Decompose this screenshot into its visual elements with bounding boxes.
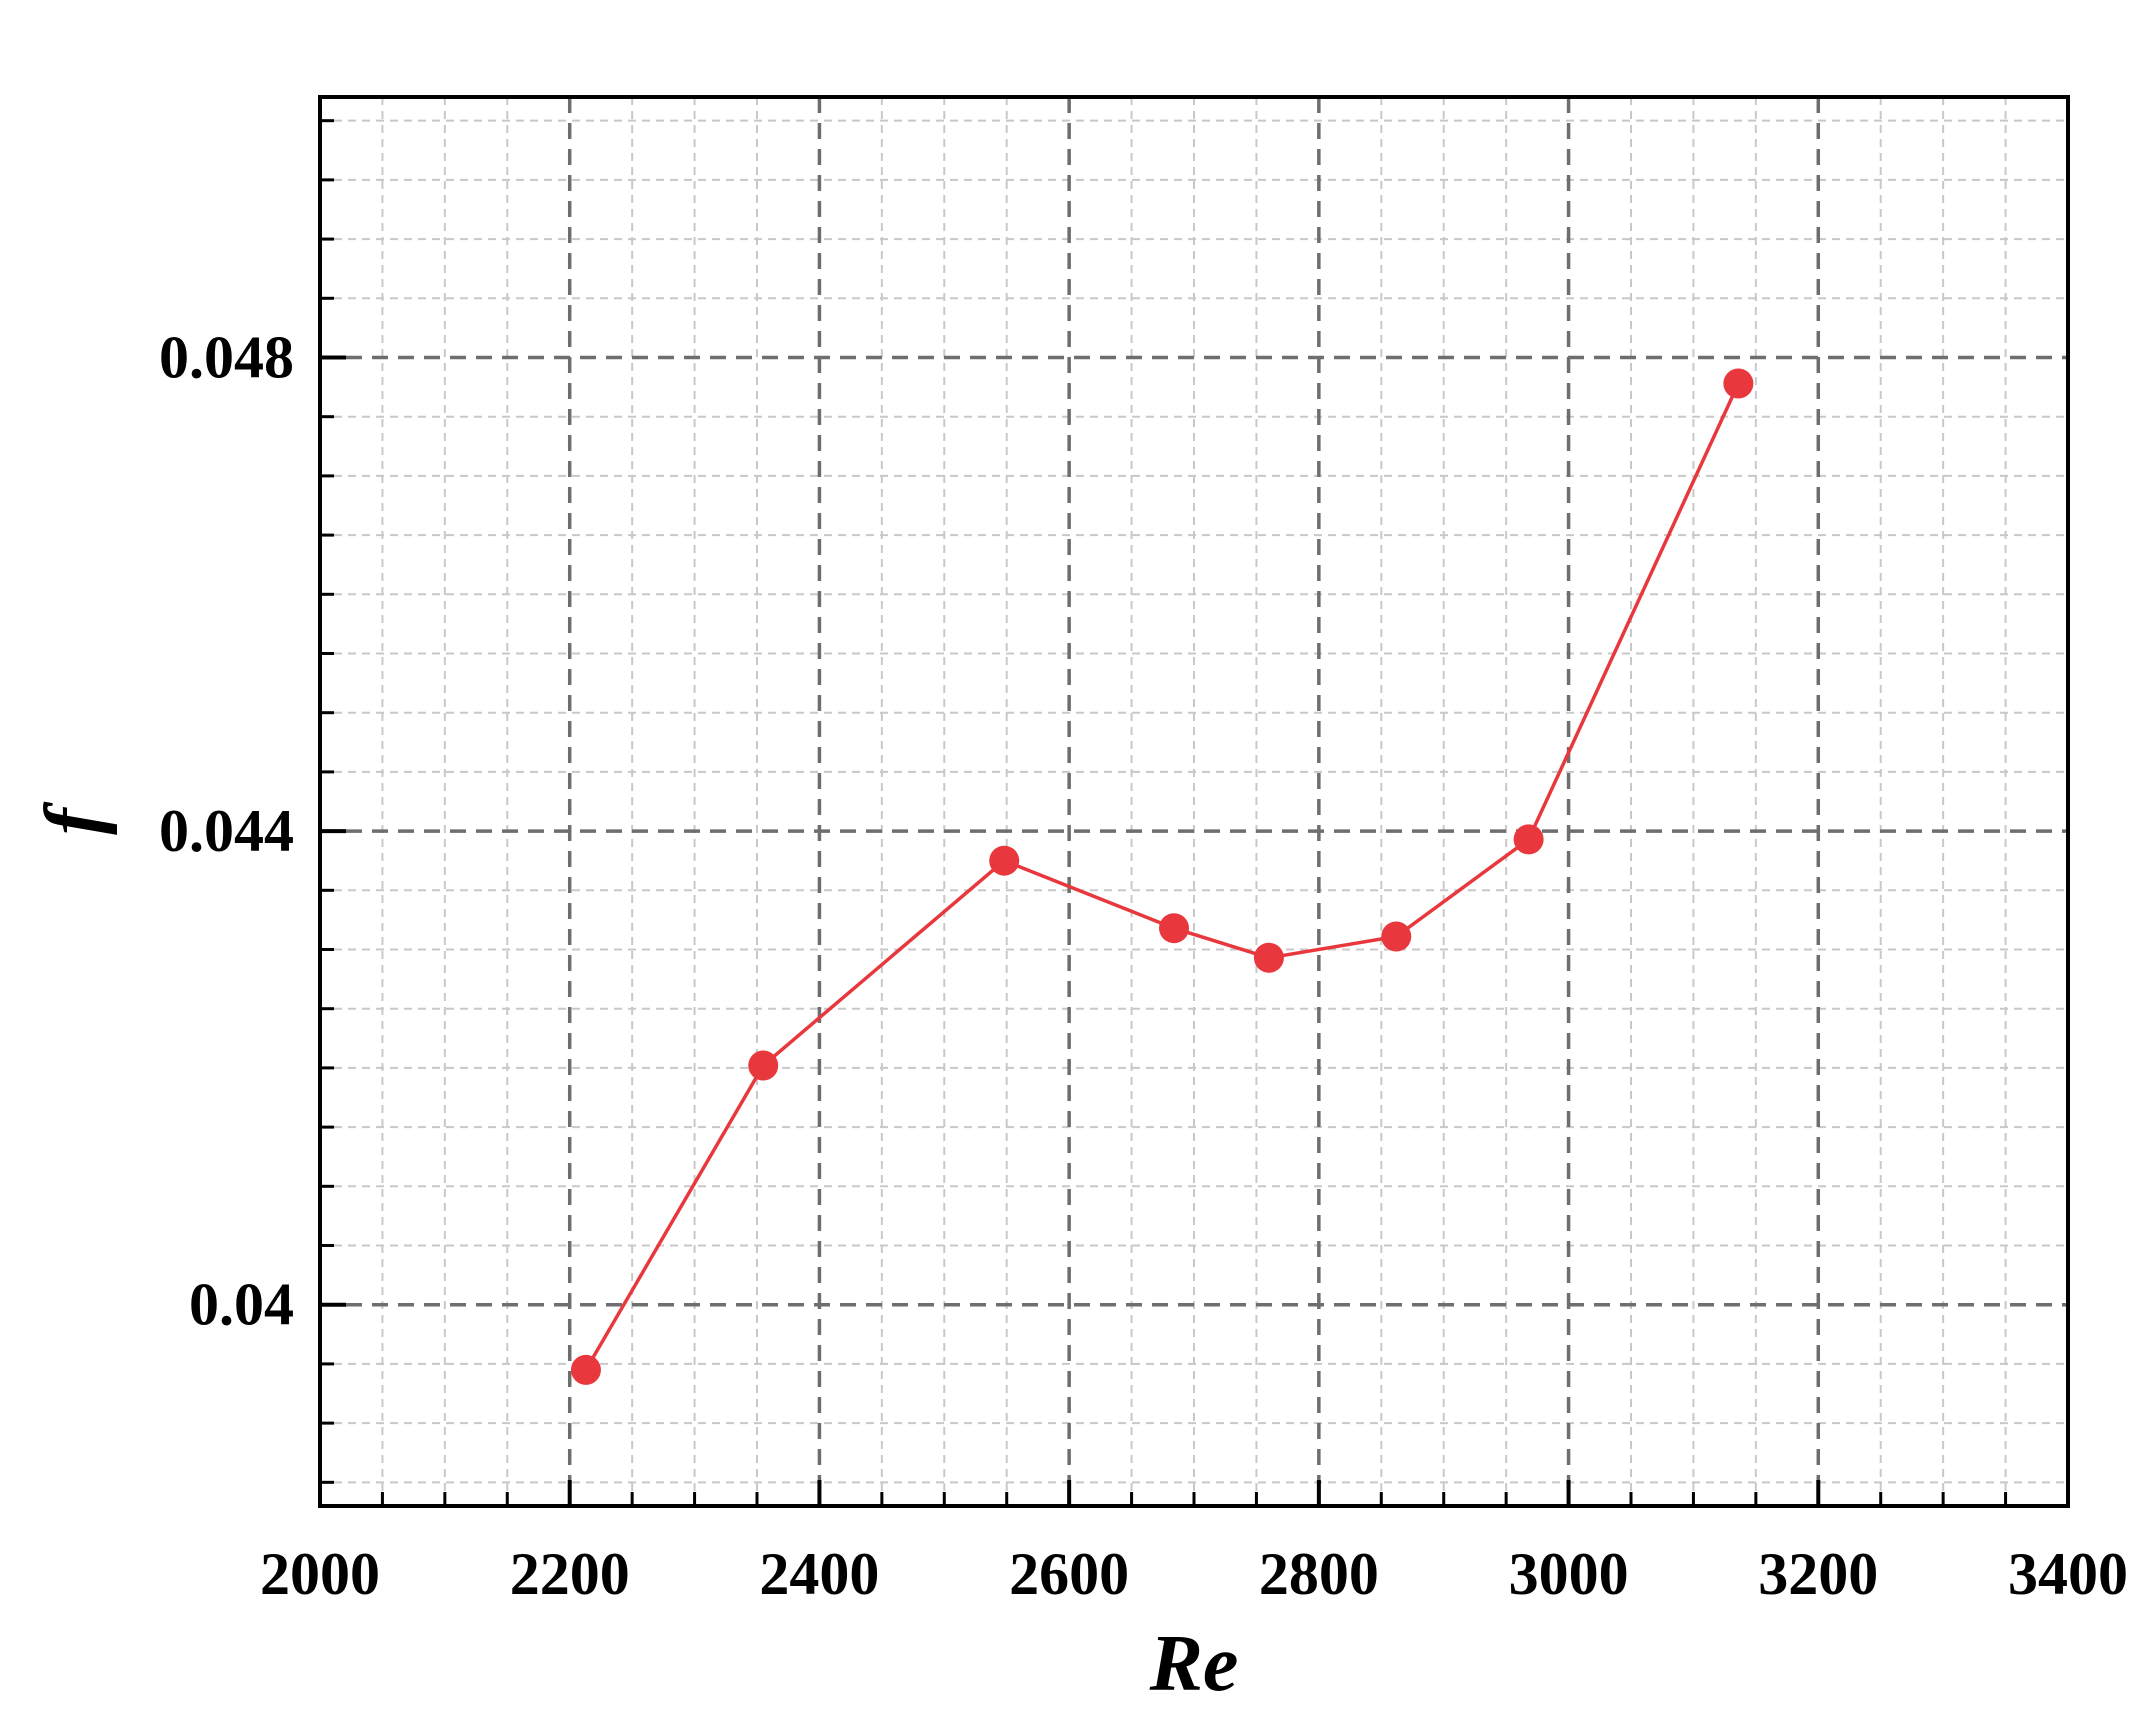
- x-tick-label: 2800: [1259, 1541, 1379, 1607]
- data-point: [570, 1354, 601, 1385]
- data-point: [1159, 913, 1190, 944]
- y-tick-label: 0.04: [189, 1272, 294, 1338]
- data-point: [748, 1050, 779, 1081]
- series-line: [584, 382, 1740, 1371]
- data-point: [1513, 824, 1544, 855]
- data-point: [1253, 942, 1284, 973]
- major-grid: [320, 97, 2068, 1506]
- data-point: [1381, 921, 1412, 952]
- minor-grid: [320, 97, 2068, 1506]
- x-tick-label: 2400: [759, 1541, 879, 1607]
- y-tick-label: 0.044: [159, 798, 294, 864]
- y-axis-title: f: [30, 801, 118, 835]
- axis-ticks: [318, 119, 2070, 1506]
- x-tick-label: 3400: [2008, 1541, 2128, 1607]
- x-tick-label: 2200: [510, 1541, 630, 1607]
- x-tick-label: 3000: [1509, 1541, 1629, 1607]
- x-tick-label: 3200: [1758, 1541, 1878, 1607]
- data-point: [989, 845, 1020, 876]
- y-axis-tick-labels: 0.04 0.044 0.048: [159, 324, 294, 1337]
- x-tick-label: 2000: [260, 1541, 380, 1607]
- x-tick-label: 2600: [1009, 1541, 1129, 1607]
- x-axis-tick-labels: 2000 2200 2400 2600 2800 3000 3200 3400: [260, 1541, 2128, 1607]
- data-point: [1723, 368, 1754, 399]
- y-tick-label: 0.048: [159, 324, 294, 390]
- x-axis-title: Re: [1149, 1620, 1239, 1708]
- series-layer: [570, 368, 1754, 1385]
